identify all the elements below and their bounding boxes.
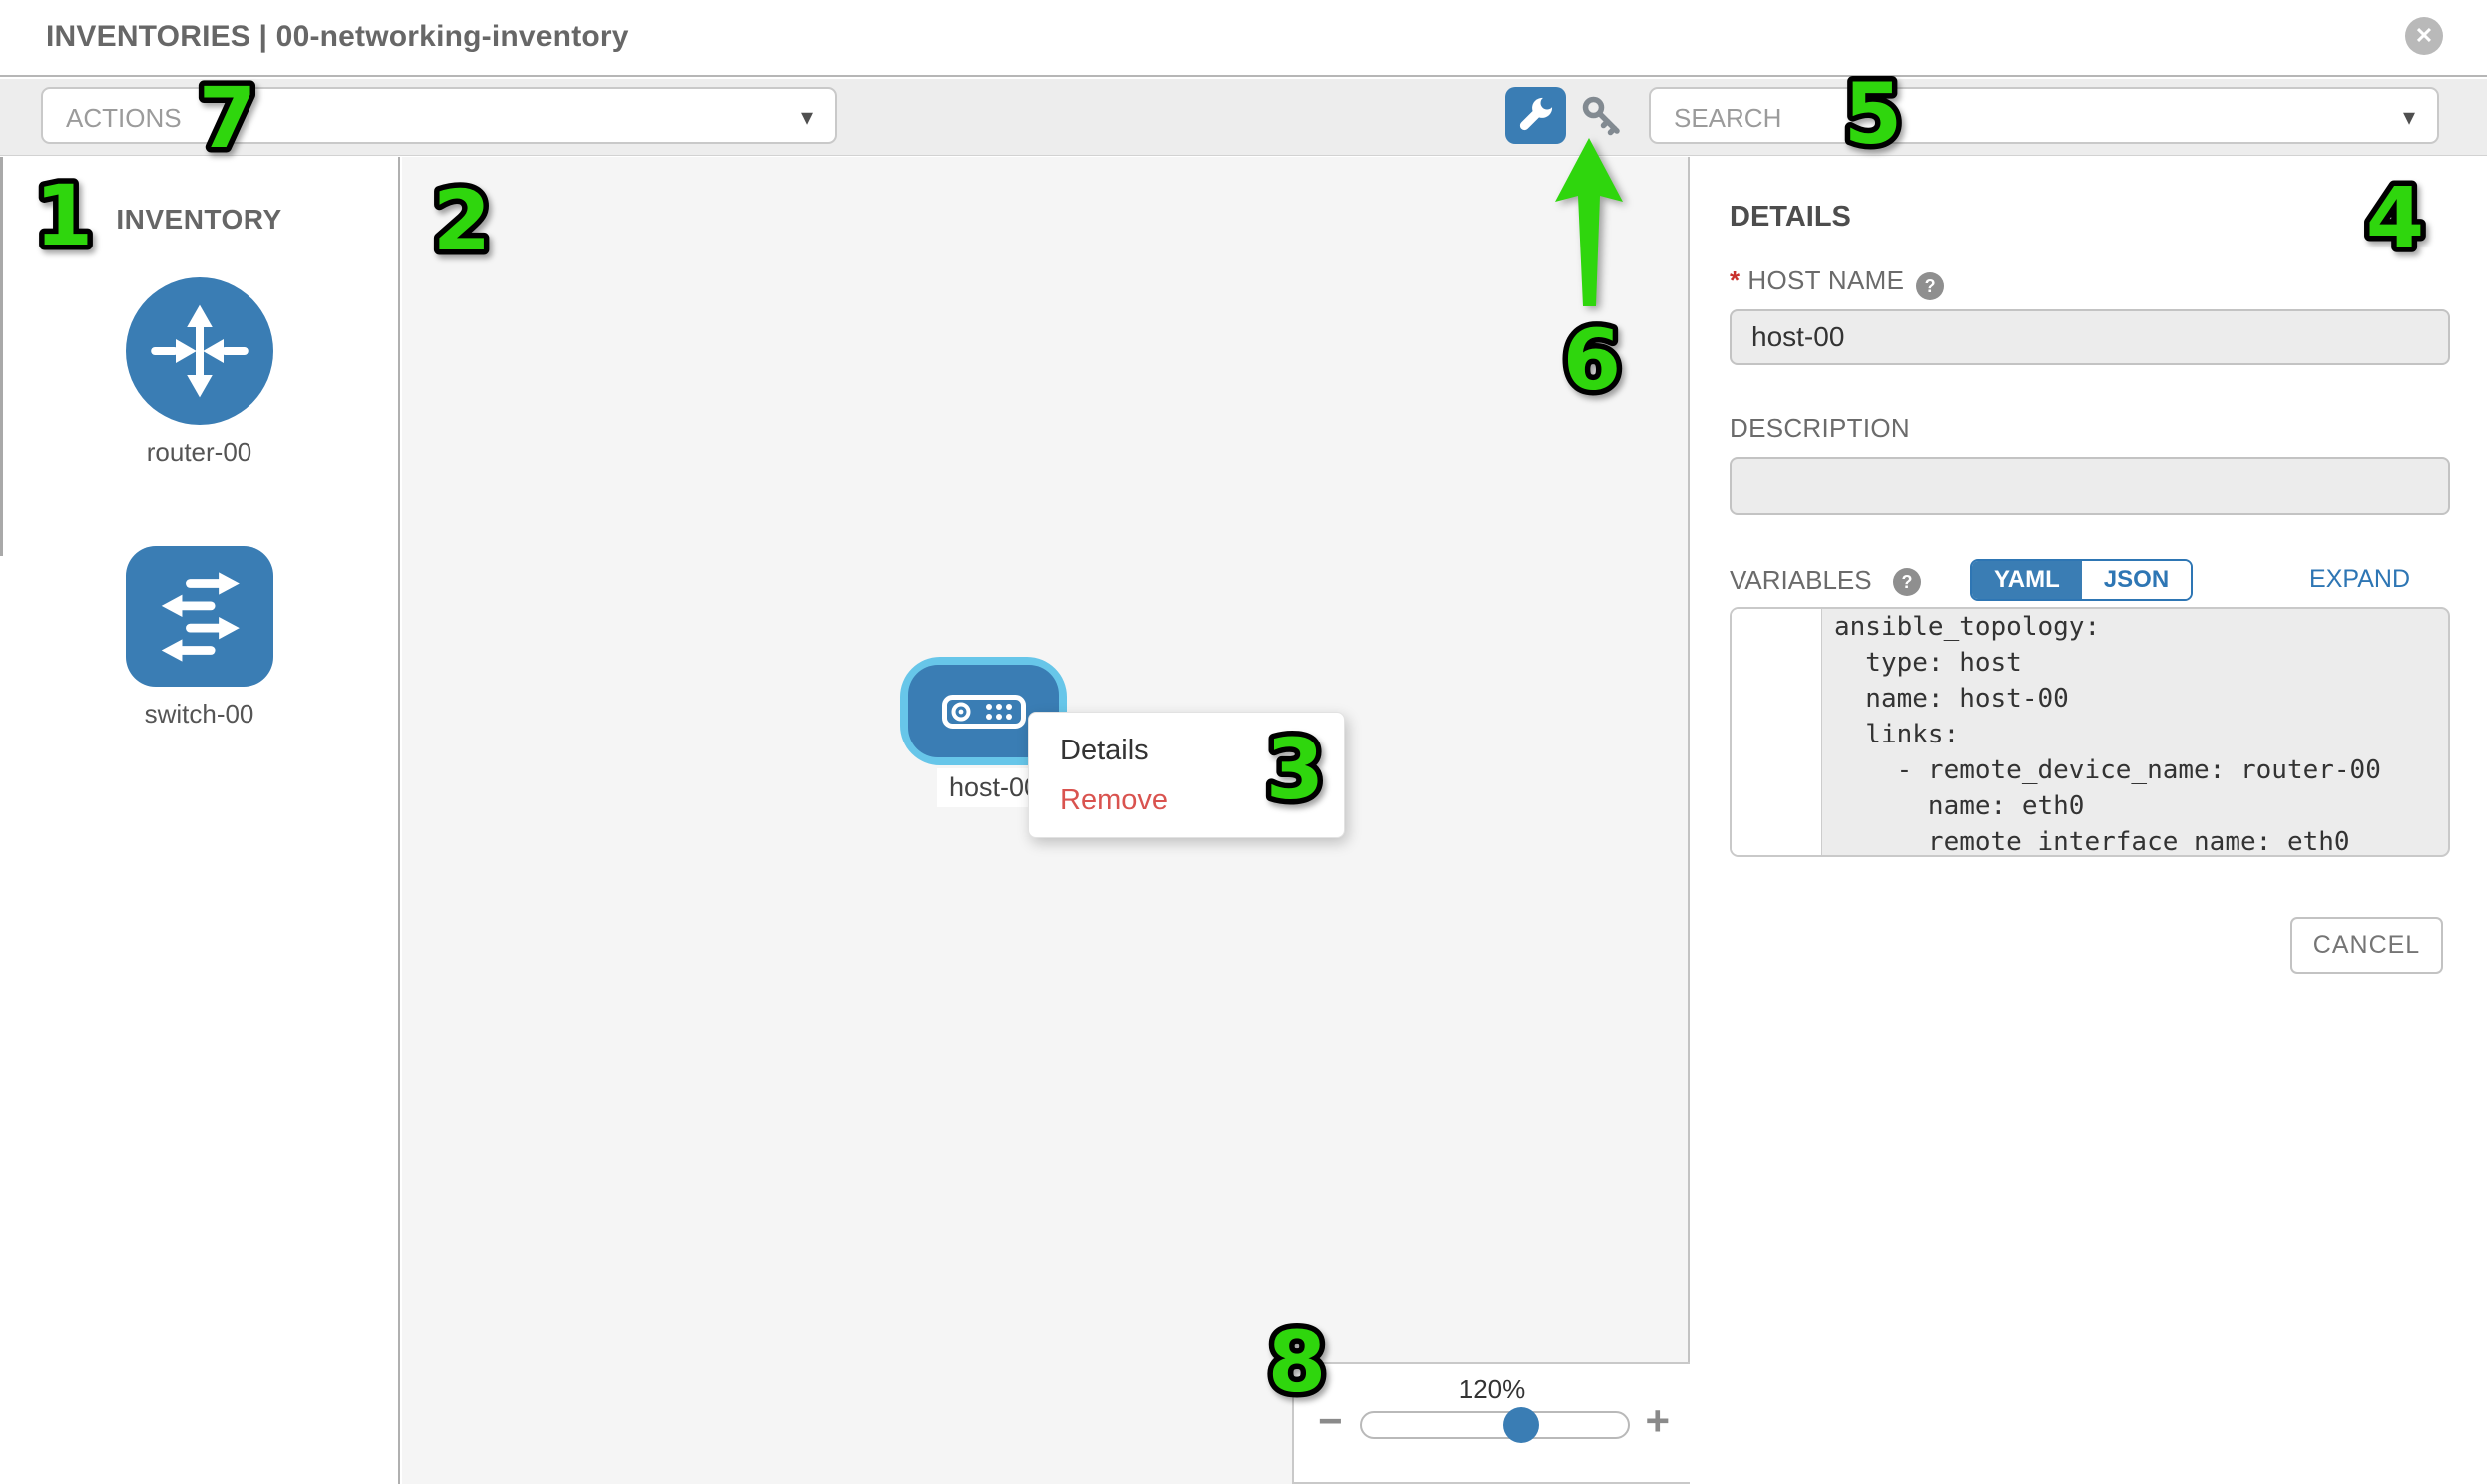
code-line: 6 name: eth0 xyxy=(1732,788,2448,824)
details-panel: DETAILS *HOST NAME? DESCRIPTION VARIABLE… xyxy=(1692,157,2487,1484)
inventory-panel-title: INVENTORY xyxy=(116,204,282,235)
cancel-button[interactable]: CANCEL xyxy=(2290,917,2443,974)
actions-dropdown-label: ACTIONS xyxy=(66,103,182,133)
zoom-out-button[interactable]: − xyxy=(1318,1397,1343,1444)
variables-label: VARIABLES xyxy=(1730,565,1872,595)
key-icon xyxy=(1582,96,1620,136)
code-text: type: host xyxy=(1834,648,2022,678)
host-name-label: HOST NAME xyxy=(1747,265,1905,295)
code-text: - remote_device_name: router-00 xyxy=(1834,755,2381,785)
code-text: ansible_topology: xyxy=(1834,612,2101,642)
switch-shape xyxy=(125,546,273,687)
details-panel-title: DETAILS xyxy=(1730,201,1851,233)
node-context-menu: Details Remove xyxy=(1028,712,1345,838)
zoom-level-value: 120% xyxy=(1458,1374,1526,1404)
palette-item-label: switch-00 xyxy=(144,699,254,729)
code-text: links: xyxy=(1834,720,1960,749)
wrench-icon xyxy=(1519,96,1554,131)
host-name-label-row: * HOST NAME? xyxy=(1730,265,1945,300)
code-line: 7 remote_interface_name: eth0 xyxy=(1732,824,2448,857)
search-dropdown[interactable]: SEARCH ▾ xyxy=(1649,87,2439,144)
configure-topology-button[interactable] xyxy=(1505,87,1566,144)
variables-format-toggle: YAML JSON xyxy=(1970,559,2194,601)
expand-link[interactable]: EXPAND xyxy=(2309,565,2410,593)
code-text: name: host-00 xyxy=(1834,684,2069,714)
code-text: name: eth0 xyxy=(1834,791,2085,821)
tab-json[interactable]: JSON xyxy=(2081,561,2192,599)
code-line: 1 ansible_topology: xyxy=(1732,609,2448,645)
tab-yaml[interactable]: YAML xyxy=(1972,561,2082,599)
topology-canvas[interactable]: host-00 Details Remove 120% − + xyxy=(402,157,1690,1484)
breadcrumb: INVENTORIES | 00-networking-inventory xyxy=(46,20,629,53)
search-dropdown-label: SEARCH xyxy=(1674,103,1782,133)
host-name-field[interactable] xyxy=(1730,309,2450,365)
close-icon[interactable]: ✕ xyxy=(2405,17,2443,55)
description-field[interactable] xyxy=(1730,457,2450,515)
menu-item-details[interactable]: Details xyxy=(1060,735,1149,766)
help-icon[interactable]: ? xyxy=(1916,272,1945,300)
code-text: remote_interface_name: eth0 xyxy=(1834,827,2350,857)
host-icon xyxy=(941,694,1026,729)
help-icon[interactable]: ? xyxy=(1893,568,1921,596)
required-asterisk: * xyxy=(1730,265,1741,295)
zoom-slider[interactable] xyxy=(1360,1407,1630,1443)
sidebar-accent-line xyxy=(0,157,3,556)
actions-dropdown[interactable]: ACTIONS ▾ xyxy=(41,87,837,144)
zoom-in-button[interactable]: + xyxy=(1645,1397,1670,1444)
host-node-label: host-00 xyxy=(937,768,1052,807)
inventory-sidebar: INVENTORY router-00 xyxy=(0,157,400,1484)
toolbar: ACTIONS ▾ SEARCH xyxy=(0,79,2487,156)
variables-row: VARIABLES ? YAML JSON EXPAND xyxy=(1730,559,2450,601)
code-gutter xyxy=(1732,609,1822,855)
code-line: 2 type: host xyxy=(1732,645,2448,681)
palette-item-router[interactable]: router-00 xyxy=(120,277,279,468)
chevron-down-icon: ▾ xyxy=(800,104,813,131)
key-credentials-button[interactable] xyxy=(1580,94,1626,140)
code-line: 4 links: xyxy=(1732,717,2448,752)
variables-code-editor[interactable]: 1 ansible_topology: 2 type: host 3 name:… xyxy=(1730,607,2450,857)
code-line: 3 name: host-00 xyxy=(1732,681,2448,717)
zoom-slider-thumb[interactable] xyxy=(1502,1407,1539,1443)
description-label: DESCRIPTION xyxy=(1730,413,1910,443)
palette-item-label: router-00 xyxy=(146,437,252,467)
host-node-selected[interactable] xyxy=(900,657,1067,765)
switch-icon xyxy=(161,571,240,662)
page-header: INVENTORIES | 00-networking-inventory ✕ xyxy=(0,0,2487,77)
zoom-control: 120% − + xyxy=(1292,1362,1690,1484)
palette-item-switch[interactable]: switch-00 xyxy=(120,546,279,730)
router-icon xyxy=(150,304,249,398)
router-shape xyxy=(125,277,273,425)
code-line: 5 - remote_device_name: router-00 xyxy=(1732,752,2448,788)
menu-item-remove[interactable]: Remove xyxy=(1060,784,1168,816)
chevron-down-icon: ▾ xyxy=(2402,104,2415,131)
